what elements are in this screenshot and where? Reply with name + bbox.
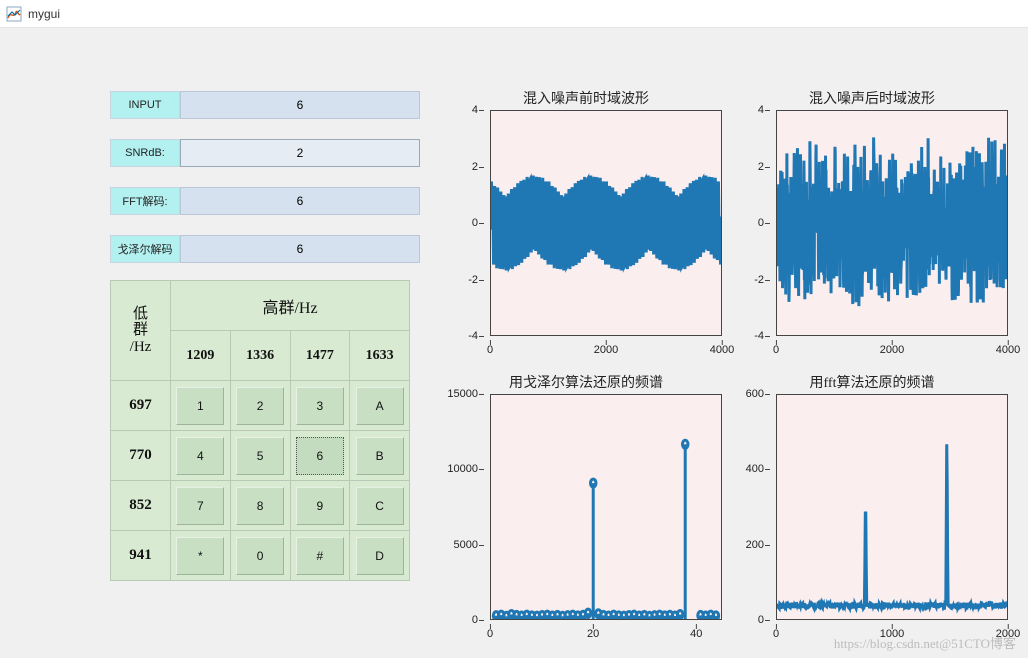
y-tick: 0 bbox=[472, 217, 478, 229]
dtmf-key-7[interactable]: 7 bbox=[176, 487, 224, 525]
axes-title: 混入噪声后时域波形 bbox=[736, 88, 1008, 108]
dtmf-key-6[interactable]: 6 bbox=[296, 437, 344, 475]
dtmf-row: 770 bbox=[111, 431, 171, 481]
input-edit[interactable]: 2 bbox=[180, 139, 420, 167]
x-tick: 2000 bbox=[594, 344, 618, 356]
input-label: SNRdB: bbox=[110, 139, 180, 167]
dtmf-key-9[interactable]: 9 bbox=[296, 487, 344, 525]
y-tick: 4 bbox=[472, 104, 478, 116]
dtmf-key-#[interactable]: # bbox=[296, 537, 344, 575]
x-tick: 40 bbox=[690, 628, 702, 640]
dtmf-key-2[interactable]: 2 bbox=[236, 387, 284, 425]
axes-title: 混入噪声前时域波形 bbox=[450, 88, 722, 108]
input-label: FFT解码: bbox=[110, 187, 180, 215]
y-tick: 5000 bbox=[454, 539, 478, 551]
dtmf-key-3[interactable]: 3 bbox=[296, 387, 344, 425]
window-titlebar: mygui bbox=[0, 0, 1028, 28]
x-tick: 2000 bbox=[880, 344, 904, 356]
y-tick: -2 bbox=[468, 274, 478, 286]
dtmf-key-8[interactable]: 8 bbox=[236, 487, 284, 525]
y-tick: 2 bbox=[758, 161, 764, 173]
y-tick: 200 bbox=[746, 539, 764, 551]
y-tick: 15000 bbox=[447, 388, 478, 400]
y-tick: 600 bbox=[746, 388, 764, 400]
dtmf-corner: 低 群 /Hz bbox=[111, 281, 171, 381]
axes-fft-spectrum: 用fft算法还原的频谱 0200400600010002000 bbox=[736, 372, 1008, 638]
x-tick: 0 bbox=[773, 628, 779, 640]
input-row: 戈泽尔解码6 bbox=[110, 232, 420, 266]
input-display: 6 bbox=[180, 187, 420, 215]
dtmf-row: 697 bbox=[111, 381, 171, 431]
dtmf-key-C[interactable]: C bbox=[356, 487, 404, 525]
dtmf-col: 1633 bbox=[350, 331, 410, 381]
input-label: 戈泽尔解码 bbox=[110, 235, 180, 263]
dtmf-key-A[interactable]: A bbox=[356, 387, 404, 425]
app-icon bbox=[6, 6, 22, 22]
x-tick: 4000 bbox=[710, 344, 734, 356]
y-tick: 10000 bbox=[447, 463, 478, 475]
x-tick: 0 bbox=[487, 628, 493, 640]
dtmf-col: 1477 bbox=[290, 331, 350, 381]
y-tick: 400 bbox=[746, 463, 764, 475]
y-tick: -2 bbox=[754, 274, 764, 286]
input-row: INPUT6 bbox=[110, 88, 420, 122]
dtmf-row: 852 bbox=[111, 481, 171, 531]
y-tick: -4 bbox=[754, 330, 764, 342]
dtmf-table: 低 群 /Hz 高群/Hz 1209133614771633 697123A77… bbox=[110, 280, 410, 581]
input-display: 6 bbox=[180, 235, 420, 263]
x-tick: 20 bbox=[587, 628, 599, 640]
dtmf-key-1[interactable]: 1 bbox=[176, 387, 224, 425]
y-tick: 4 bbox=[758, 104, 764, 116]
dtmf-key-B[interactable]: B bbox=[356, 437, 404, 475]
input-row: FFT解码:6 bbox=[110, 184, 420, 218]
axes-clean-time: 混入噪声前时域波形 -4-2024020004000 bbox=[450, 88, 722, 354]
dtmf-key-*[interactable]: * bbox=[176, 537, 224, 575]
input-label: INPUT bbox=[110, 91, 180, 119]
dtmf-key-D[interactable]: D bbox=[356, 537, 404, 575]
axes-goertzel-spectrum: 用戈泽尔算法还原的频谱 0 5000 10000 15000 0 20 40 bbox=[450, 372, 722, 638]
dtmf-row: 941 bbox=[111, 531, 171, 581]
dtmf-col: 1336 bbox=[230, 331, 290, 381]
input-row: SNRdB:2 bbox=[110, 136, 420, 170]
dtmf-col-header: 高群/Hz bbox=[171, 281, 410, 331]
dtmf-key-0[interactable]: 0 bbox=[236, 537, 284, 575]
dtmf-col: 1209 bbox=[171, 331, 231, 381]
axes-title: 用戈泽尔算法还原的频谱 bbox=[450, 372, 722, 392]
dtmf-key-4[interactable]: 4 bbox=[176, 437, 224, 475]
window-title: mygui bbox=[28, 7, 60, 21]
x-tick: 4000 bbox=[996, 344, 1020, 356]
y-tick: 0 bbox=[758, 217, 764, 229]
y-tick: 0 bbox=[758, 614, 764, 626]
axes-noisy-time: 混入噪声后时域波形 -4-2024020004000 bbox=[736, 88, 1008, 354]
figure-canvas: INPUT6SNRdB:2FFT解码:6戈泽尔解码6 低 群 /Hz 高群/Hz… bbox=[0, 28, 1028, 658]
input-display: 6 bbox=[180, 91, 420, 119]
y-tick: 2 bbox=[472, 161, 478, 173]
watermark: https://blog.csdn.net@51CTO博客 bbox=[834, 633, 1016, 652]
x-tick: 0 bbox=[773, 344, 779, 356]
left-panel: INPUT6SNRdB:2FFT解码:6戈泽尔解码6 低 群 /Hz 高群/Hz… bbox=[110, 88, 420, 638]
y-tick: -4 bbox=[468, 330, 478, 342]
x-tick: 0 bbox=[487, 344, 493, 356]
plots-panel: 混入噪声前时域波形 -4-2024020004000 混入噪声后时域波形 -4-… bbox=[420, 88, 1008, 638]
axes-title: 用fft算法还原的频谱 bbox=[736, 372, 1008, 392]
dtmf-key-5[interactable]: 5 bbox=[236, 437, 284, 475]
y-tick: 0 bbox=[472, 614, 478, 626]
